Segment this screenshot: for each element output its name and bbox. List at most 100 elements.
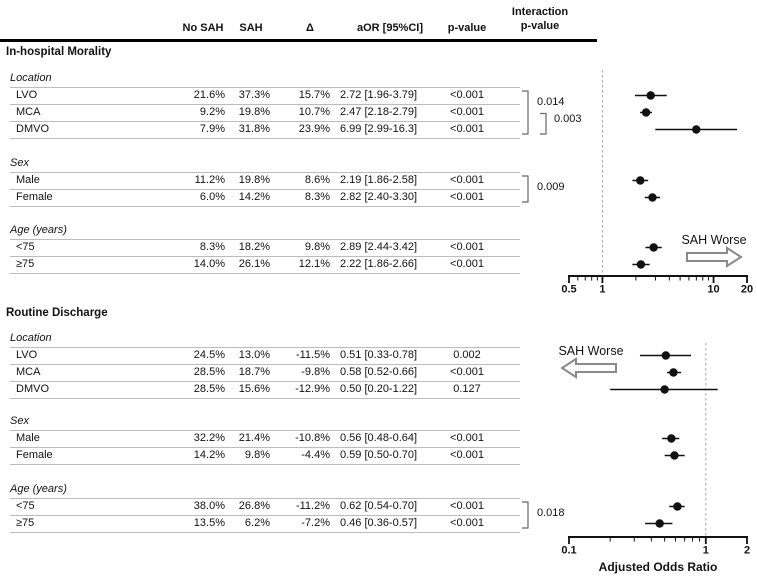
cell-row-label: <75 <box>16 241 35 253</box>
cell-delta: -9.8% <box>301 366 330 378</box>
interaction-p-value: 0.009 <box>537 181 565 193</box>
cell-delta: -4.4% <box>301 449 330 461</box>
interaction-bracket <box>540 112 547 135</box>
cell-delta: -10.8% <box>295 432 330 444</box>
cell-row-label: Female <box>16 191 53 203</box>
col-header-interaction-line2: p-value <box>520 20 560 32</box>
cell-sah: 31.8% <box>238 123 270 135</box>
row-divider <box>10 347 520 348</box>
cell-aor-ci: 0.46 [0.36-0.57] <box>340 517 418 529</box>
cell-row-label: Male <box>16 174 40 186</box>
group-label: Location <box>10 332 52 344</box>
cell-no-sah: 14.0% <box>193 258 225 270</box>
cell-row-label: <75 <box>16 500 35 512</box>
tick-label: 1 <box>703 545 709 557</box>
col-header-no-sah: No SAH <box>182 22 224 34</box>
cell-pvalue: <0.001 <box>450 106 484 118</box>
arrow-left-icon <box>560 357 617 379</box>
data-point <box>636 260 646 269</box>
cell-aor-ci: 0.58 [0.52-0.66] <box>340 366 418 378</box>
cell-sah: 6.2% <box>244 517 270 529</box>
cell-aor-ci: 2.72 [1.96-3.79] <box>340 89 418 101</box>
cell-sah: 26.8% <box>238 500 270 512</box>
cell-delta: 8.6% <box>304 174 330 186</box>
section-title: Routine Discharge <box>6 307 108 319</box>
cell-aor-ci: 2.89 [2.44-3.42] <box>340 241 418 253</box>
cell-pvalue: <0.001 <box>450 366 484 378</box>
cell-aor-ci: 0.62 [0.54-0.70] <box>340 500 418 512</box>
row-divider <box>10 498 520 499</box>
row-divider <box>10 381 520 382</box>
row-divider <box>10 138 520 139</box>
cell-no-sah: 8.3% <box>199 241 225 253</box>
cell-aor-ci: 2.47 [2.18-2.79] <box>340 106 418 118</box>
cell-pvalue: 0.127 <box>453 383 481 395</box>
cell-sah: 19.8% <box>238 174 270 186</box>
cell-row-label: ≥75 <box>16 258 35 270</box>
cell-aor-ci: 0.51 [0.33-0.78] <box>340 349 418 361</box>
cell-no-sah: 9.2% <box>199 106 225 118</box>
cell-pvalue: <0.001 <box>450 258 484 270</box>
annotation-label: SAH Worse <box>681 233 746 247</box>
cell-delta: 8.3% <box>304 191 330 203</box>
cell-delta: -11.2% <box>295 500 330 512</box>
data-point <box>641 108 651 117</box>
group-label: Age (years) <box>10 483 67 495</box>
tick-label: 20 <box>741 284 753 296</box>
col-header-pvalue: p-value <box>447 22 487 34</box>
cell-sah: 18.7% <box>238 366 270 378</box>
cell-pvalue: 0.002 <box>453 349 481 361</box>
cell-no-sah: 13.5% <box>193 517 225 529</box>
cell-aor-ci: 2.22 [1.86-2.66] <box>340 258 418 270</box>
cell-row-label: Male <box>16 432 40 444</box>
cell-row-label: LVO <box>16 349 38 361</box>
cell-sah: 37.3% <box>238 89 270 101</box>
cell-no-sah: 14.2% <box>193 449 225 461</box>
cell-sah: 13.0% <box>238 349 270 361</box>
cell-no-sah: 28.5% <box>193 366 225 378</box>
cell-pvalue: <0.001 <box>450 241 484 253</box>
col-header-interaction-line1: Interaction <box>511 6 569 18</box>
cell-aor-ci: 0.56 [0.48-0.64] <box>340 432 418 444</box>
row-divider <box>10 239 520 240</box>
cell-row-label: DMVO <box>16 383 49 395</box>
data-point <box>660 385 669 394</box>
cell-delta: 10.7% <box>298 106 330 118</box>
interaction-p-value: 0.018 <box>537 507 565 519</box>
cell-pvalue: <0.001 <box>450 517 484 529</box>
annotation-label: SAH Worse <box>558 344 623 358</box>
tick-label: 0.1 <box>561 545 576 557</box>
col-header-interaction-pvalue: Interaction p-value <box>512 5 568 33</box>
interaction-p-value: 0.003 <box>554 113 582 125</box>
forest-plot-bottom: 0.1 1 2 SAH Worse Adjusted Odds Ratio <box>558 343 750 574</box>
cell-pvalue: <0.001 <box>450 89 484 101</box>
col-header-delta: Δ <box>306 22 314 34</box>
cell-row-label: MCA <box>16 106 41 118</box>
row-divider <box>10 430 520 431</box>
cell-delta: 9.8% <box>304 241 330 253</box>
tick-label: 1 <box>599 284 605 296</box>
row-divider <box>10 447 520 448</box>
cell-pvalue: <0.001 <box>450 174 484 186</box>
cell-sah: 18.2% <box>238 241 270 253</box>
data-point <box>646 91 655 100</box>
interaction-bracket <box>522 501 529 529</box>
section-title: In-hospital Morality <box>6 46 112 58</box>
group-label: Sex <box>10 157 29 169</box>
cell-row-label: DMVO <box>16 123 49 135</box>
tick-label: 0.5 <box>561 284 576 296</box>
cell-aor-ci: 6.99 [2.99-16.3] <box>340 123 418 135</box>
group-label: Sex <box>10 415 29 427</box>
data-point <box>669 368 678 377</box>
cell-no-sah: 32.2% <box>193 432 225 444</box>
cell-sah: 9.8% <box>244 449 270 461</box>
data-point <box>649 243 658 252</box>
cell-no-sah: 11.2% <box>194 174 225 186</box>
cell-no-sah: 24.5% <box>193 349 225 361</box>
cell-aor-ci: 0.59 [0.50-0.70] <box>340 449 418 461</box>
cell-delta: 12.1% <box>298 258 330 270</box>
row-divider <box>10 172 520 173</box>
cell-no-sah: 28.5% <box>193 383 225 395</box>
cell-sah: 26.1% <box>238 258 270 270</box>
row-divider <box>10 398 520 399</box>
